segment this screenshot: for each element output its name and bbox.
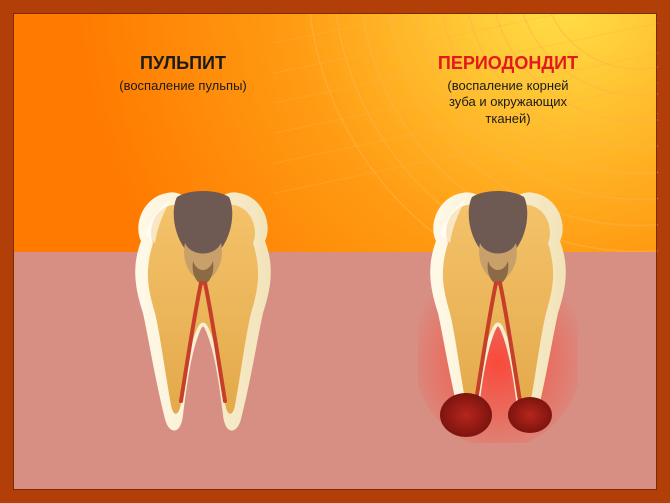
label-periodontitis-subtitle: (воспаление корней зуба и окружающих тка… <box>393 78 623 127</box>
tooth-pulpitis <box>123 183 283 443</box>
label-pulpitis-subtitle: (воспаление пульпы) <box>73 78 293 94</box>
label-pulpitis-title: ПУЛЬПИТ <box>73 53 293 74</box>
label-periodontitis-title: ПЕРИОДОНДИТ <box>393 53 623 74</box>
tooth-periodontitis <box>418 183 578 443</box>
label-pulpitis: ПУЛЬПИТ (воспаление пульпы) <box>73 53 293 94</box>
diagram-frame: ПУЛЬПИТ (воспаление пульпы) ПЕРИОДОНДИТ … <box>0 0 670 503</box>
label-periodontitis: ПЕРИОДОНДИТ (воспаление корней зуба и ок… <box>393 53 623 127</box>
